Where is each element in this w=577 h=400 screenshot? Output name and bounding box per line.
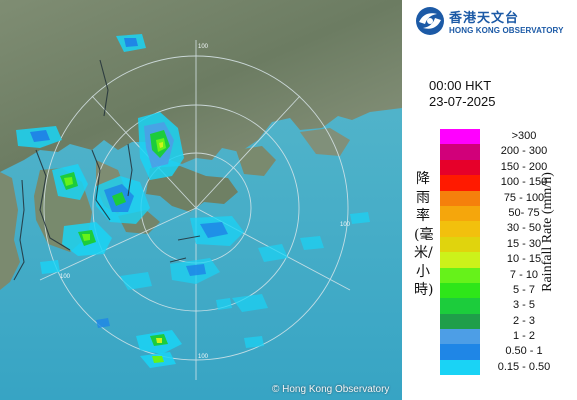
legend-label: 1 - 2 — [512, 330, 535, 343]
legend-row: 150 - 200 — [440, 159, 575, 176]
date-label: 23-07-2025 — [429, 94, 496, 109]
legend-row: 3 - 5 — [440, 298, 575, 314]
legend-row: 7 - 10 — [440, 267, 575, 283]
legend-label: 150 - 200 — [500, 160, 548, 173]
legend-label: 10 - 15 — [506, 253, 542, 266]
ring-label-north: 100 — [198, 44, 209, 50]
rain-echoes — [16, 34, 370, 368]
legend-label: 30 - 50 — [506, 222, 542, 235]
legend-swatch — [440, 298, 480, 314]
legend-swatch — [440, 205, 480, 222]
legend-swatch — [440, 190, 480, 206]
hong-kong-land — [146, 166, 238, 212]
hko-logo: 香港天文台 HONG KONG OBSERVATORY — [415, 6, 575, 40]
logo-name-zh: 香港天文台 — [449, 11, 520, 26]
timestamp: 00:00 HKT 23-07-2025 — [429, 78, 496, 110]
legend-row: 30 - 50 — [440, 221, 575, 237]
legend-swatch — [440, 267, 480, 283]
legend-row: 0.15 - 0.50 — [440, 359, 575, 376]
legend-row: 0.50 - 1 — [440, 344, 575, 360]
legend-swatch — [440, 313, 480, 330]
rainfall-legend: >300 200 - 300 150 - 200 100 - 150 75 - 100 5… — [440, 129, 575, 376]
range-rings — [39, 40, 351, 380]
legend-row: 10 - 15 — [440, 252, 575, 268]
legend-swatch — [440, 221, 480, 237]
hko-logo-icon — [416, 7, 444, 35]
legend-swatch — [440, 144, 480, 160]
legend-row: 200 - 300 — [440, 144, 575, 160]
legend-row: 50- 75 — [440, 205, 575, 222]
legend-label: 0.15 - 0.50 — [497, 360, 551, 373]
ring-label-west: 100 — [60, 274, 71, 280]
legend-label: 200 - 300 — [500, 145, 548, 158]
legend-label: 3 - 5 — [512, 299, 535, 312]
west-land — [0, 172, 20, 290]
legend-label: 75 - 100 — [503, 191, 545, 204]
legend-row: 5 - 7 — [440, 282, 575, 299]
legend-row: 1 - 2 — [440, 329, 575, 345]
ring-label-south: 100 — [198, 354, 209, 360]
logo-name-en: HONG KONG OBSERVATORY — [449, 26, 564, 35]
legend-label: 15 - 30 — [506, 237, 542, 250]
copyright: © Hong Kong Observatory — [272, 384, 390, 395]
legend-swatch — [440, 344, 480, 360]
legend-swatch — [440, 159, 480, 176]
legend-label: >300 — [511, 130, 537, 142]
time-label: 00:00 HKT — [429, 78, 492, 93]
coastline — [13, 59, 201, 281]
legend-row: 2 - 3 — [440, 313, 575, 330]
legend-row: 75 - 100 — [440, 190, 575, 206]
legend-swatch — [440, 129, 480, 145]
legend-row: 100 - 150 — [440, 175, 575, 191]
legend-row: >300 — [440, 129, 575, 145]
legend-swatch — [440, 236, 480, 253]
legend-swatch — [440, 329, 480, 345]
mainland — [0, 0, 402, 172]
legend-swatch — [440, 175, 480, 191]
legend-label: 50- 75 — [508, 206, 540, 219]
legend-label: 100 - 150 — [500, 176, 548, 189]
axis-label-zh: 降雨率(毫米/小時) — [414, 171, 434, 298]
radar-map: 100 100 100 100 © Hong Kong Observatory — [0, 0, 402, 400]
legend-label: 0.50 - 1 — [505, 345, 543, 358]
legend-panel: 香港天文台 HONG KONG OBSERVATORY 00:00 HKT 23… — [402, 0, 577, 400]
legend-label: 5 - 7 — [512, 283, 535, 296]
legend-label: 2 - 3 — [512, 314, 535, 327]
ring-label-east: 100 — [340, 222, 351, 228]
legend-row: 15 - 30 — [440, 236, 575, 253]
legend-swatch — [440, 282, 480, 299]
legend-swatch — [440, 252, 480, 268]
legend-swatch — [440, 359, 480, 376]
legend-label: 7 - 10 — [509, 268, 539, 281]
